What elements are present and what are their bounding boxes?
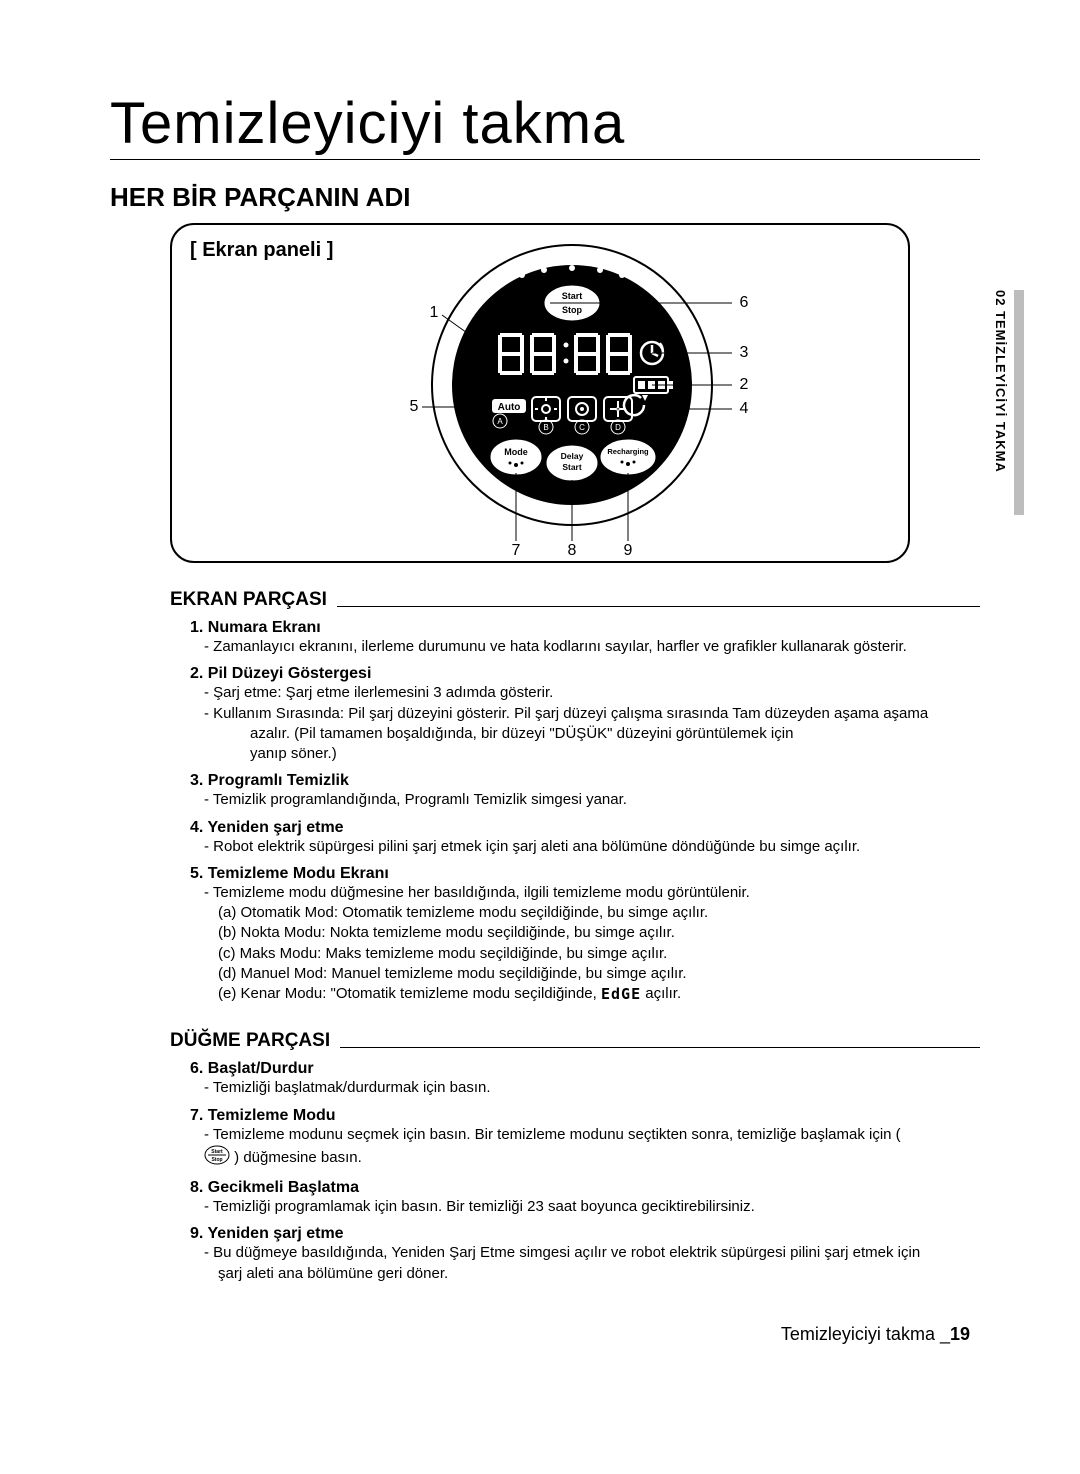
list-item-title: 3. Programlı Temizlik: [190, 772, 980, 790]
svg-text:2: 2: [740, 376, 749, 393]
svg-text:Delay: Delay: [561, 451, 584, 461]
ekran-heading-row: EKRAN PARÇASI: [110, 589, 980, 611]
list-item-desc: - Temizleme modunu seçmek için basın. Bi…: [204, 1125, 980, 1145]
footer-page-number: 19: [950, 1324, 970, 1344]
list-item-desc: - Temizliği programlamak için basın. Bir…: [204, 1197, 980, 1217]
page-title: Temizleyiciyi takma: [110, 90, 980, 160]
svg-text:✥: ✥: [615, 405, 622, 414]
list-item-title: 5. Temizleme Modu Ekranı: [190, 865, 980, 883]
list-item-title: 4. Yeniden şarj etme: [190, 819, 980, 837]
svg-text:7: 7: [512, 542, 521, 559]
edge-mode-icon: EdGE: [601, 984, 641, 1004]
svg-text:5: 5: [410, 398, 419, 415]
list-item-desc: - Robot elektrik süpürgesi pilini şarj e…: [204, 837, 980, 857]
dugme-parcasi-list: 6. Başlat/Durdur- Temizliği başlatmak/du…: [110, 1060, 980, 1284]
rule-line: [340, 1047, 980, 1048]
list-item-desc: (c) Maks Modu: Maks temizleme modu seçil…: [204, 944, 980, 964]
svg-text:1: 1: [430, 304, 439, 321]
svg-text:6: 6: [740, 294, 749, 311]
svg-text:Auto: Auto: [498, 402, 521, 413]
svg-text:Start: Start: [562, 462, 582, 472]
section-heading: HER BİR PARÇANIN ADI: [110, 182, 980, 213]
dugme-heading-row: DÜĞME PARÇASI: [110, 1030, 980, 1052]
svg-text:3: 3: [740, 344, 749, 361]
list-item-title: 7. Temizleme Modu: [190, 1107, 980, 1125]
list-item-desc: (a) Otomatik Mod: Otomatik temizleme mod…: [204, 903, 980, 923]
svg-text:8: 8: [568, 542, 577, 559]
start-stop-icon: Start Stop: [204, 1145, 230, 1171]
list-item-desc: (b) Nokta Modu: Nokta temizleme modu seç…: [204, 923, 980, 943]
side-accent-bar: [1014, 290, 1024, 515]
section-tab: 02 TEMİZLEYİCİYİ TAKMA: [993, 290, 1008, 473]
list-item-title: 1. Numara Ekranı: [190, 619, 980, 637]
list-item-desc: - Bu düğmeye basıldığında, Yeniden Şarj …: [204, 1243, 980, 1263]
display-panel-box: [ Ekran paneli ] Start Stop: [170, 223, 910, 563]
list-item-title: 9. Yeniden şarj etme: [190, 1225, 980, 1243]
svg-text:C: C: [579, 423, 585, 432]
svg-text:Recharging: Recharging: [607, 447, 649, 456]
list-item-desc: - Zamanlayıcı ekranını, ilerleme durumun…: [204, 637, 980, 657]
svg-text:A: A: [497, 417, 503, 426]
list-item-desc: - Kullanım Sırasında: Pil şarj düzeyini …: [204, 704, 980, 724]
ekran-parcasi-list: 1. Numara Ekranı- Zamanlayıcı ekranını, …: [110, 619, 980, 1004]
ekran-heading: EKRAN PARÇASI: [170, 589, 327, 611]
list-item-desc: - Temizliği başlatmak/durdurmak için bas…: [204, 1078, 980, 1098]
svg-text:9: 9: [624, 542, 633, 559]
list-item-desc: (e) Kenar Modu: "Otomatik temizleme modu…: [204, 984, 980, 1004]
display-panel-diagram: Start Stop: [172, 225, 908, 561]
footer-text: Temizleyiciyi takma _: [781, 1324, 950, 1344]
list-item-desc: - Temizlik programlandığında, Programlı …: [204, 790, 980, 810]
dugme-heading: DÜĞME PARÇASI: [170, 1030, 330, 1052]
svg-text:Start: Start: [211, 1149, 223, 1155]
list-item-desc: (d) Manuel Mod: Manuel temizleme modu se…: [204, 964, 980, 984]
rule-line: [337, 606, 980, 607]
list-item-desc: azalır. (Pil tamamen boşaldığında, bir d…: [204, 724, 980, 744]
svg-text:Stop: Stop: [211, 1157, 222, 1163]
list-item-desc: yanıp söner.): [204, 744, 980, 764]
list-item-title: 2. Pil Düzeyi Göstergesi: [190, 665, 980, 683]
list-item-title: 8. Gecikmeli Başlatma: [190, 1179, 980, 1197]
list-item-title: 6. Başlat/Durdur: [190, 1060, 980, 1078]
list-item-desc: StartStop ) düğmesine basın.: [204, 1145, 980, 1171]
svg-text:Start: Start: [562, 291, 583, 301]
svg-text:Mode: Mode: [504, 447, 528, 457]
list-item-desc: - Şarj etme: Şarj etme ilerlemesini 3 ad…: [204, 683, 980, 703]
svg-text:Stop: Stop: [562, 305, 582, 315]
svg-text:4: 4: [740, 400, 749, 417]
list-item-desc: şarj aleti ana bölümüne geri döner.: [204, 1264, 980, 1284]
svg-text:B: B: [543, 423, 548, 432]
page-footer: Temizleyiciyi takma _19: [110, 1324, 980, 1345]
list-item-desc: - Temizleme modu düğmesine her basıldığı…: [204, 883, 980, 903]
svg-text:D: D: [615, 423, 621, 432]
